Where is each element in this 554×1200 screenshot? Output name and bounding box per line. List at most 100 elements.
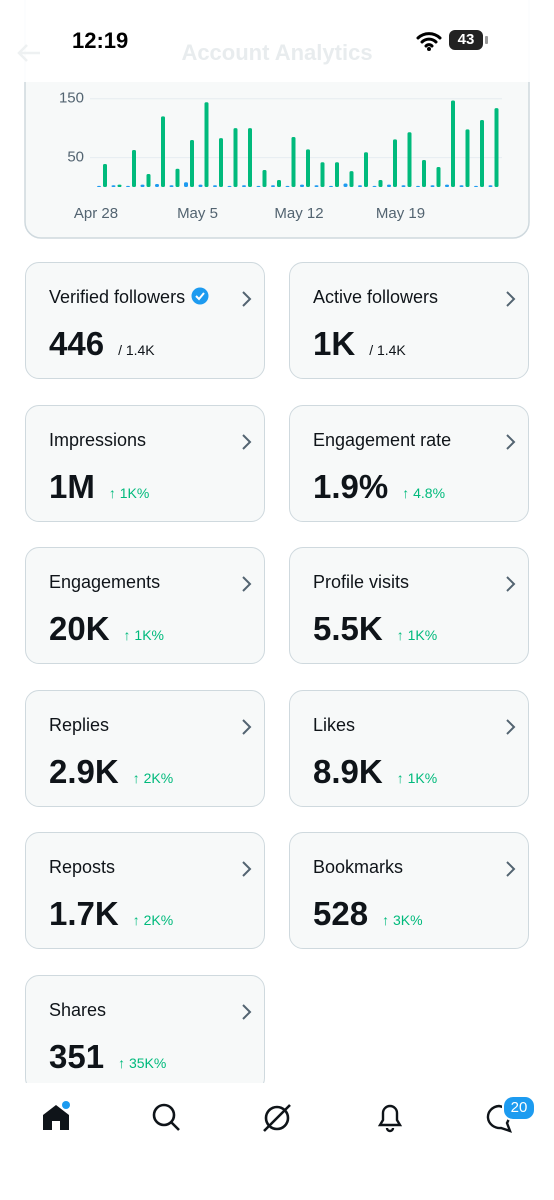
bar <box>175 168 180 187</box>
bar <box>103 164 107 187</box>
metric-label: Likes <box>313 714 356 735</box>
battery-tip <box>485 36 488 44</box>
metric-card[interactable]: Shares 351 ↑ 35K% <box>25 974 265 1092</box>
bar <box>126 185 130 187</box>
bar <box>474 185 478 187</box>
bar <box>358 185 362 187</box>
bar <box>97 185 101 187</box>
chevron <box>242 861 252 877</box>
status-bar: 12:19 Account Analytics 43 <box>0 0 554 82</box>
bar <box>262 169 267 187</box>
metric-value-row: 5.5K ↑ 1K% <box>313 610 437 648</box>
metric-card[interactable]: Impressions 1M ↑ 1K% <box>25 404 265 522</box>
metric-change: ↑ 2K% <box>132 912 174 928</box>
chevron <box>506 433 516 450</box>
metric-value: 351 <box>49 1037 105 1075</box>
metric-value: 20K <box>49 610 110 647</box>
metric-card[interactable]: Profile visits 5.5K ↑ 1K% <box>289 547 529 664</box>
bar <box>329 185 333 187</box>
metric-card[interactable]: Likes 8.9K ↑ 1K% <box>289 689 529 807</box>
bar <box>227 185 232 187</box>
metric-value: 1.7K <box>49 895 119 932</box>
bar <box>285 185 290 187</box>
bar <box>494 108 499 187</box>
metric-total: / 1.4K <box>369 342 406 358</box>
metric-change: ↑ 1K% <box>108 484 150 501</box>
chevron <box>506 718 516 735</box>
bar <box>401 185 406 187</box>
metric-value-row: 8.9K ↑ 1K% <box>313 753 437 791</box>
metric-value: 1K <box>313 325 356 362</box>
bar <box>320 162 325 187</box>
bar <box>184 182 188 187</box>
metric-value: 1.9% <box>313 467 389 505</box>
back-button[interactable] <box>14 40 44 66</box>
metric-label: Verified followers <box>49 287 209 308</box>
metric-total: / 1.4K <box>118 342 155 358</box>
battery: 43 <box>449 30 483 50</box>
metric-label: Replies <box>49 714 110 735</box>
metric-value-row: 1.9% ↑ 4.8% <box>313 468 445 506</box>
bar <box>140 184 145 187</box>
bar <box>300 184 304 187</box>
bar <box>349 171 354 187</box>
chevron <box>242 1003 252 1020</box>
metric-change: ↑ 1K% <box>396 627 438 643</box>
metric-change: ↑ 3K% <box>382 912 423 928</box>
bar <box>306 149 310 187</box>
bar <box>416 185 420 187</box>
metric-label: Profile visits <box>313 572 410 592</box>
metric-card[interactable]: Replies 2.9K ↑ 2K% <box>25 689 265 807</box>
chevron <box>242 291 252 307</box>
y-tick-label: 150 <box>59 90 84 107</box>
bar <box>198 184 203 187</box>
y-tick-label: 50 <box>67 149 84 166</box>
metric-value: 2.9K <box>49 752 119 790</box>
chevron <box>242 576 252 592</box>
bar <box>451 100 455 187</box>
grok-tab[interactable] <box>260 1101 294 1135</box>
verified-badge <box>191 287 209 305</box>
messages-badge: 20 <box>502 1095 536 1121</box>
bar <box>393 139 397 187</box>
bar <box>146 174 151 187</box>
metric-value-row: 2.9K ↑ 2K% <box>49 753 173 791</box>
metric-card[interactable]: Active followers 1K / 1.4K <box>289 262 529 379</box>
home-tab[interactable] <box>40 1101 72 1133</box>
metric-card[interactable]: Engagements 20K ↑ 1K% <box>25 547 265 664</box>
tab-bar: 20 <box>0 1083 554 1200</box>
metric-change: ↑ 2K% <box>132 769 174 786</box>
bar <box>314 185 319 187</box>
bar <box>372 185 377 187</box>
bar <box>488 185 493 187</box>
bar <box>213 185 217 187</box>
bar <box>436 167 441 187</box>
bar <box>117 184 122 187</box>
page-title: Account Analytics <box>181 40 373 65</box>
bar <box>422 159 426 187</box>
bar <box>248 128 252 187</box>
metric-value-row: 1K / 1.4K <box>313 325 406 363</box>
metric-card[interactable]: Engagement rate 1.9% ↑ 4.8% <box>289 404 529 522</box>
metric-value-row: 20K ↑ 1K% <box>49 610 164 648</box>
chevron <box>506 291 516 307</box>
metric-label: Active followers <box>313 287 439 307</box>
metric-label: Engagements <box>49 572 161 592</box>
metric-value: 5.5K <box>313 610 383 647</box>
bar <box>430 185 435 187</box>
metric-value: 446 <box>49 325 105 362</box>
metric-card[interactable]: Reposts 1.7K ↑ 2K% <box>25 832 265 949</box>
notifications-tab[interactable] <box>374 1101 406 1133</box>
bar <box>364 152 368 187</box>
metric-value-row: 351 ↑ 35K% <box>49 1038 166 1076</box>
wifi-icon <box>416 32 442 51</box>
bar <box>111 185 116 187</box>
metric-card[interactable]: Bookmarks 528 ↑ 3K% <box>289 832 529 949</box>
metric-value-row: 1.7K ↑ 2K% <box>49 895 173 933</box>
metric-card[interactable]: Verified followers 446 / 1.4K <box>25 262 265 379</box>
bar <box>155 184 159 187</box>
metric-value: 528 <box>313 895 369 932</box>
bar <box>445 184 449 187</box>
search-tab[interactable] <box>150 1101 182 1133</box>
